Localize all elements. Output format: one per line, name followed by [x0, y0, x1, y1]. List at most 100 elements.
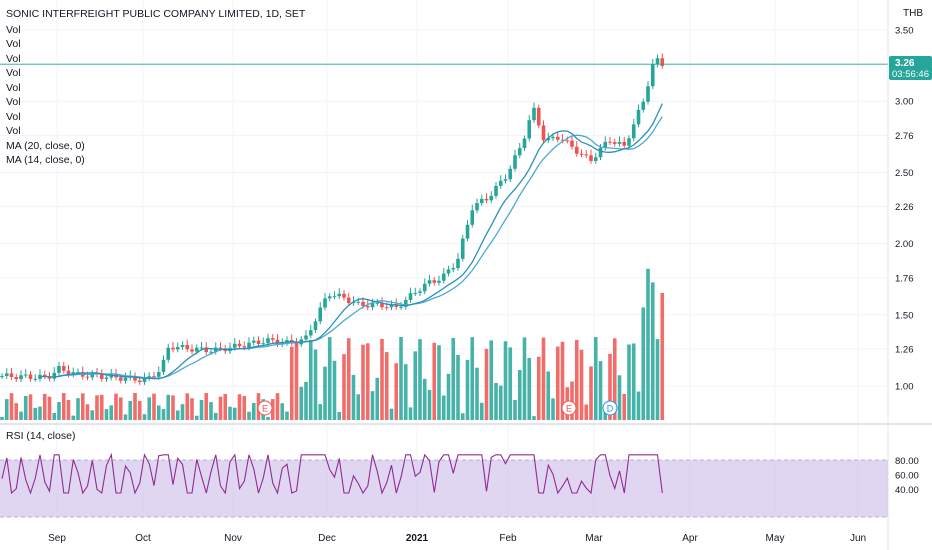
candle-body — [384, 307, 389, 309]
candle-body — [204, 347, 209, 353]
candle-body — [76, 372, 80, 374]
candle-body — [589, 155, 593, 161]
event-marker — [602, 400, 618, 416]
volume-bar — [213, 412, 218, 420]
volume-bar — [232, 407, 237, 420]
legend-ma14[interactable]: MA (14, close, 0) — [6, 154, 85, 166]
candle-body — [342, 293, 346, 298]
candle-body — [408, 293, 413, 301]
candle-body — [446, 269, 451, 274]
candle-body — [71, 372, 76, 375]
volume-bar — [166, 394, 171, 420]
time-tick-label: Mar — [585, 533, 603, 544]
volume-bar — [137, 401, 142, 420]
volume-bar — [351, 374, 356, 420]
candle-body — [536, 107, 541, 126]
event-marker — [561, 400, 577, 416]
candle-body — [361, 301, 365, 306]
legend-vol-7[interactable]: Vol — [6, 111, 21, 123]
volume-bar — [365, 343, 370, 420]
volume-bar — [503, 341, 508, 420]
candle-body — [475, 203, 479, 211]
legend-vol-4[interactable]: Vol — [6, 67, 21, 79]
time-axis[interactable]: Sep Oct Nov Dec 2021 Feb Mar Apr May Jun — [48, 533, 866, 544]
volume-bar — [342, 354, 346, 420]
volume-bar — [308, 339, 313, 420]
volume-bar — [641, 307, 646, 420]
candle-body — [418, 291, 422, 293]
price-tick-label: 3.00 — [895, 97, 914, 108]
time-tick-label: Nov — [224, 533, 242, 544]
volume-bar — [175, 410, 180, 420]
time-tick-label: Dec — [318, 533, 336, 544]
price-axis[interactable]: 3.50 3.26 3.00 2.76 2.50 2.26 2.00 1.76 1.50 1.26… — [895, 26, 914, 393]
price-badge-bg — [889, 56, 932, 80]
price-tick-label: 2.76 — [895, 131, 914, 142]
candle-body — [484, 198, 489, 201]
volume-bar — [389, 408, 394, 420]
price-tick-label: 3.50 — [895, 26, 914, 37]
event-label: D — [607, 404, 614, 414]
candle-body — [489, 195, 494, 201]
candle-body — [52, 372, 57, 379]
volume-bar — [104, 409, 109, 420]
legend-vol-3[interactable]: Vol — [6, 53, 21, 65]
volume-bar — [332, 360, 337, 420]
volume-bar — [418, 339, 422, 420]
volume-bar — [660, 292, 665, 420]
legend-vol-5[interactable]: Vol — [6, 82, 21, 94]
candle-body — [213, 347, 218, 352]
volume-bar — [460, 413, 465, 420]
candle-body — [270, 338, 275, 340]
candle-body — [185, 345, 190, 350]
candle-body — [370, 303, 375, 308]
candle-body — [4, 373, 9, 377]
candle-body — [441, 273, 446, 281]
candle-body — [546, 138, 551, 141]
volume-bar — [570, 381, 574, 420]
volume-bar — [527, 357, 532, 420]
legend-vol-1[interactable]: Vol — [6, 24, 21, 36]
volume-bar — [546, 371, 551, 420]
volume-bar — [574, 339, 579, 420]
candle-body — [118, 377, 123, 381]
candle-body — [294, 342, 299, 345]
volume-bar — [646, 268, 650, 420]
volume-bar — [437, 345, 441, 420]
candle-body — [209, 351, 213, 353]
candle-body — [199, 347, 204, 349]
candle-body — [23, 374, 28, 376]
candle-body — [579, 153, 584, 155]
volume-bar — [608, 353, 612, 420]
volume-bar — [76, 398, 80, 420]
volume-bar — [57, 402, 61, 420]
volume-bar — [403, 364, 408, 420]
candle-body — [171, 347, 175, 350]
candle-body — [66, 370, 71, 375]
candle-body — [622, 141, 627, 146]
chart-title: SONIC INTERFREIGHT PUBLIC COMPANY LIMITE… — [6, 8, 306, 20]
candle-body — [356, 301, 361, 303]
candle-body — [422, 283, 427, 292]
price-tick-label: 2.26 — [895, 202, 914, 213]
volume-bar — [631, 343, 636, 420]
candle-body — [479, 198, 484, 204]
candle-body — [313, 321, 318, 331]
candle-body — [47, 376, 52, 379]
legend-vol-8[interactable]: Vol — [6, 125, 21, 137]
candle-body — [251, 340, 256, 343]
candle-body — [660, 58, 665, 66]
price-tick-label: 1.76 — [895, 273, 914, 284]
volume-bar — [413, 351, 418, 420]
rsi-axis[interactable]: 80.00 60.00 40.00 — [895, 456, 919, 496]
candle-body — [332, 296, 337, 298]
volume-bar — [380, 338, 384, 420]
candle-body — [133, 376, 137, 381]
legend-vol-6[interactable]: Vol — [6, 96, 21, 108]
volume-bar — [180, 404, 185, 420]
legend-vol-2[interactable]: Vol — [6, 38, 21, 50]
legend-ma20[interactable]: MA (20, close, 0) — [6, 140, 85, 152]
volume-bar — [441, 395, 446, 420]
volume-bar — [133, 393, 137, 420]
